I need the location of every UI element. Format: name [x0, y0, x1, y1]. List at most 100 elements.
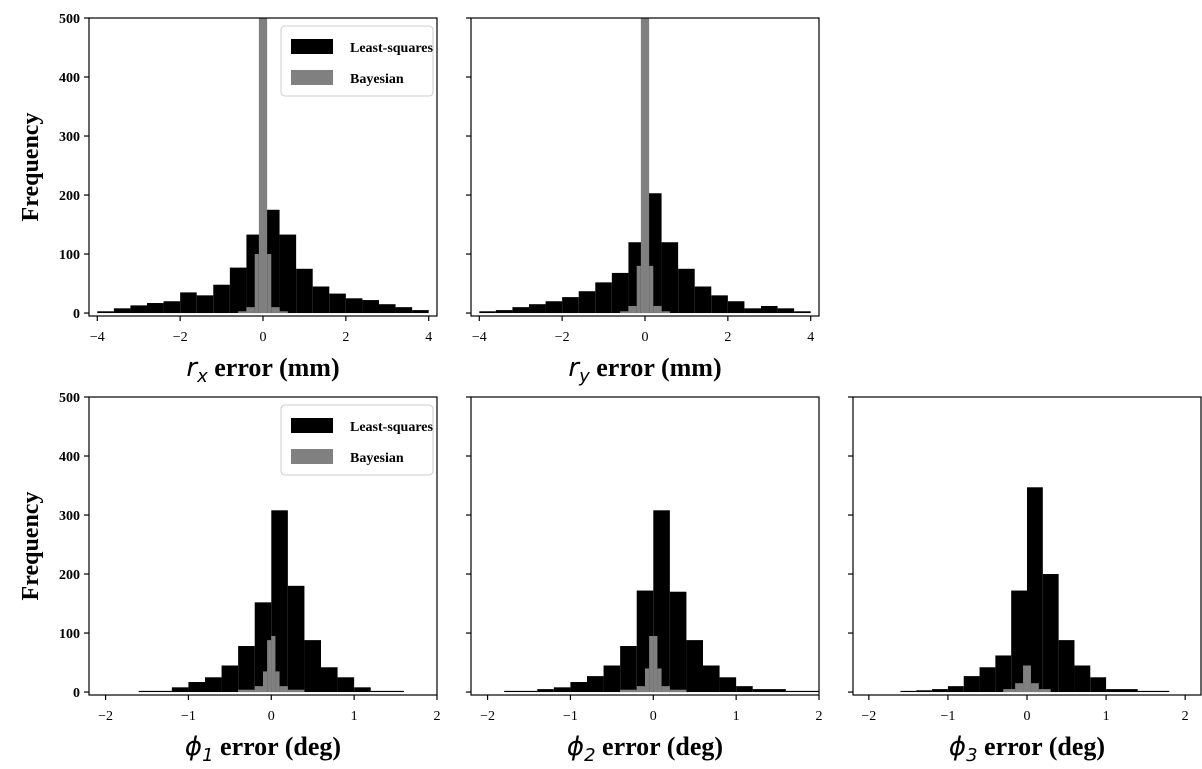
x-tick-label: 2 — [342, 330, 349, 345]
x-axis-label: ϕ3 error (deg) — [949, 732, 1105, 766]
y-tick-label: 200 — [59, 568, 80, 583]
x-axis-label-text: error (deg) — [978, 732, 1106, 761]
bar — [275, 671, 280, 693]
bar — [254, 602, 272, 693]
bar — [163, 301, 181, 314]
bar — [512, 307, 529, 314]
plot-area-phi2 — [504, 510, 819, 693]
x-tick-label: 2 — [434, 709, 441, 724]
bar — [669, 689, 687, 693]
x-axis-label-subscript: y — [578, 366, 590, 387]
x-tick-label: 0 — [1024, 709, 1031, 724]
bar — [370, 690, 404, 693]
x-tick-label: −2 — [861, 709, 876, 724]
bar — [719, 677, 737, 693]
bar — [504, 690, 538, 693]
bar — [529, 304, 546, 314]
x-axis-label-text: error (mm) — [208, 353, 340, 382]
bar — [258, 18, 263, 314]
bar — [130, 305, 147, 314]
plot-area-phi1 — [138, 510, 404, 693]
bar — [329, 293, 346, 314]
x-tick-label: 0 — [260, 330, 267, 345]
axes-frame-phi1 — [88, 396, 438, 696]
bar — [1042, 574, 1059, 693]
bar — [267, 640, 272, 693]
bar — [657, 668, 662, 693]
x-axis-label-subscript: 2 — [584, 745, 595, 766]
axes-frame-phi2 — [470, 396, 820, 696]
plot-area-rx — [97, 18, 429, 314]
bar — [653, 305, 662, 314]
bar — [238, 311, 247, 314]
x-tick-label: 4 — [807, 330, 814, 345]
bar — [636, 686, 645, 693]
legend-swatch — [291, 39, 333, 54]
bar — [1023, 665, 1027, 693]
bar — [345, 298, 363, 314]
x-axis-label-subscript: 1 — [202, 745, 213, 766]
x-tick-label: −2 — [555, 330, 570, 345]
y-tick-label: 0 — [73, 307, 80, 322]
bar — [963, 676, 980, 693]
bar — [620, 311, 629, 314]
bar — [263, 18, 268, 314]
bar — [669, 591, 687, 693]
y-tick-label: 500 — [59, 12, 80, 27]
legend-label: Least-squares — [350, 41, 434, 56]
bar — [267, 254, 272, 314]
bar — [312, 286, 330, 314]
series-bayesian-phi3 — [1003, 665, 1051, 693]
bar — [1106, 689, 1138, 693]
x-tick-label: 2 — [724, 330, 731, 345]
bar — [620, 646, 637, 693]
x-axis-label-variable: ϕ — [949, 732, 966, 762]
bar — [238, 689, 255, 693]
x-axis-label: ry error (mm) — [568, 353, 721, 387]
bar — [287, 585, 305, 693]
legend-phi1: Least-squares Bayesian — [280, 404, 434, 476]
bar — [254, 254, 259, 314]
bar — [171, 687, 189, 693]
bar — [628, 305, 637, 314]
bar — [246, 307, 255, 314]
bar — [1137, 690, 1170, 693]
x-axis-label-subscript: 3 — [966, 745, 977, 766]
bar — [188, 682, 205, 693]
bar — [395, 307, 413, 314]
panel-phi3: −2 −1 0 1 2 ϕ3 error (deg) — [848, 396, 1202, 766]
y-tick-label: 500 — [59, 391, 80, 406]
x-tick-label: −2 — [98, 709, 113, 724]
legend-swatch — [291, 449, 333, 464]
bar — [97, 311, 114, 314]
x-tick-label: 1 — [733, 709, 740, 724]
bar — [113, 308, 131, 314]
y-tick-label: 0 — [73, 686, 80, 701]
legend-swatch — [291, 70, 333, 85]
bar — [587, 676, 604, 693]
x-axis-label-text: error (deg) — [596, 732, 724, 761]
x-axis-label-subscript: x — [196, 366, 208, 387]
x-tick-label: 0 — [650, 709, 657, 724]
x-tick-label: 1 — [1103, 709, 1110, 724]
bar — [238, 646, 255, 693]
x-tick-label: −2 — [480, 709, 495, 724]
x-axis-label-text: error (mm) — [590, 353, 722, 382]
bar — [727, 301, 745, 314]
bar — [736, 686, 753, 693]
series-least-squares-phi2 — [504, 510, 819, 693]
bar — [603, 665, 621, 693]
legend-label: Bayesian — [350, 451, 404, 466]
bar — [744, 308, 761, 314]
series-least-squares-phi1 — [138, 510, 404, 693]
bar — [337, 677, 355, 693]
bar — [553, 687, 571, 693]
bar — [1027, 665, 1031, 693]
legend-label: Bayesian — [350, 72, 404, 87]
bar — [661, 686, 670, 693]
series-least-squares-phi3 — [900, 487, 1170, 693]
bar — [1011, 590, 1027, 693]
x-tick-label: 0 — [268, 709, 275, 724]
panel-rx: −4 −2 0 2 4 0 100 200 300 400 500 Frequency rx error… — [18, 12, 438, 387]
bar — [794, 311, 811, 314]
